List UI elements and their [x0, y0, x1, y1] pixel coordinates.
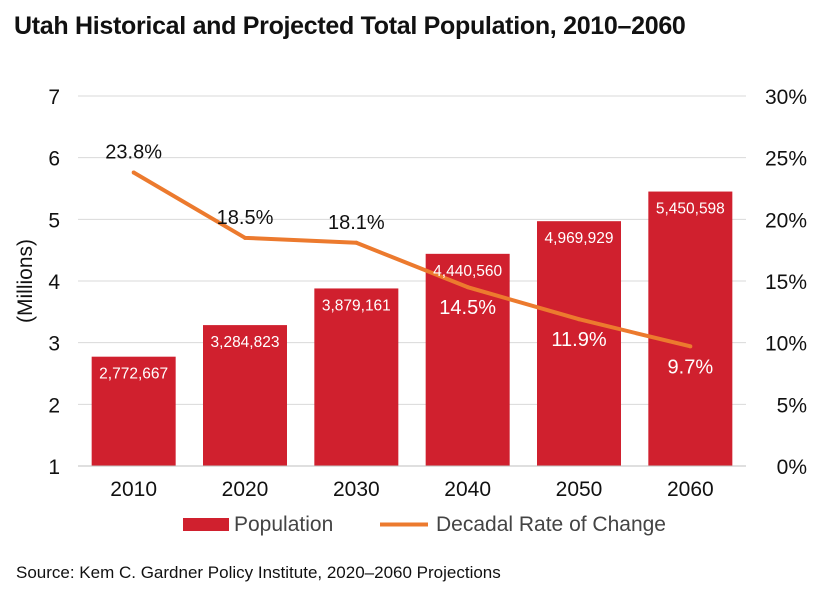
y-axis-title: (Millions) — [14, 239, 37, 323]
x-tick-label: 2060 — [667, 478, 714, 501]
y2-tick-label: 25% — [765, 148, 807, 171]
y-tick-label: 2 — [48, 394, 60, 417]
x-tick-label: 2020 — [222, 478, 269, 501]
x-tick-label: 2010 — [110, 478, 157, 501]
rate-value-label: 18.1% — [328, 212, 385, 234]
bar-value-label: 5,450,598 — [656, 201, 725, 218]
y-tick-label: 4 — [48, 271, 60, 294]
legend-swatch-population — [183, 518, 229, 531]
y2-tick-label: 5% — [777, 394, 807, 417]
y2-tick-label: 30% — [765, 86, 807, 109]
x-tick-label: 2030 — [333, 478, 380, 501]
y-tick-label: 5 — [48, 209, 60, 232]
bar-value-label: 3,284,823 — [211, 334, 280, 351]
bar-value-label: 4,969,929 — [545, 230, 614, 247]
bar — [314, 288, 399, 466]
rate-point — [577, 317, 581, 322]
legend: Population Decadal Rate of Change — [183, 513, 666, 536]
line-data-labels: 23.8% 18.5% 18.1% 14.5% 11.9% 9.7% — [105, 141, 713, 378]
y2-tick-label: 0% — [777, 456, 807, 479]
y2-tick-label: 10% — [765, 333, 807, 356]
rate-line — [132, 170, 691, 349]
x-tick-label: 2040 — [444, 478, 491, 501]
rate-point — [243, 235, 247, 240]
y2-tick-label: 15% — [765, 271, 807, 294]
legend-label-rate: Decadal Rate of Change — [436, 513, 666, 536]
source-note: Source: Kem C. Gardner Policy Institute,… — [16, 563, 501, 582]
rate-point — [131, 170, 136, 175]
rate-value-label: 14.5% — [439, 297, 496, 319]
rate-value-label: 18.5% — [217, 207, 274, 229]
bar-series — [91, 191, 733, 467]
line-series — [131, 170, 693, 349]
y2-tick-label: 20% — [765, 209, 807, 232]
chart-title: Utah Historical and Projected Total Popu… — [14, 12, 686, 40]
bar-value-label: 2,772,667 — [99, 366, 168, 383]
bar-value-label: 4,440,560 — [433, 263, 502, 280]
bar — [91, 356, 176, 466]
rate-value-label: 9.7% — [668, 356, 714, 378]
rate-point — [465, 285, 470, 290]
rate-value-label: 11.9% — [551, 329, 606, 351]
bar — [203, 325, 287, 466]
bar-data-labels: 2,772,667 3,284,823 3,879,161 4,440,560 4,96… — [99, 201, 725, 383]
legend-label-population: Population — [234, 513, 333, 536]
bar — [537, 221, 621, 466]
axes: 1 2 3 4 5 6 7 0% 5% 10% 15% 20% 25% 30% (Millions) 2010… — [14, 86, 807, 501]
y-tick-label: 1 — [48, 456, 60, 479]
rate-value-label: 23.8% — [105, 141, 162, 163]
y-tick-label: 6 — [48, 148, 60, 171]
y-tick-label: 3 — [48, 333, 60, 356]
rate-point — [688, 344, 693, 349]
bar-value-label: 3,879,161 — [322, 297, 391, 314]
y-tick-label: 7 — [48, 86, 60, 109]
rate-point — [354, 240, 359, 245]
gridlines — [78, 95, 746, 405]
x-tick-label: 2050 — [556, 478, 603, 501]
bar — [648, 191, 733, 467]
